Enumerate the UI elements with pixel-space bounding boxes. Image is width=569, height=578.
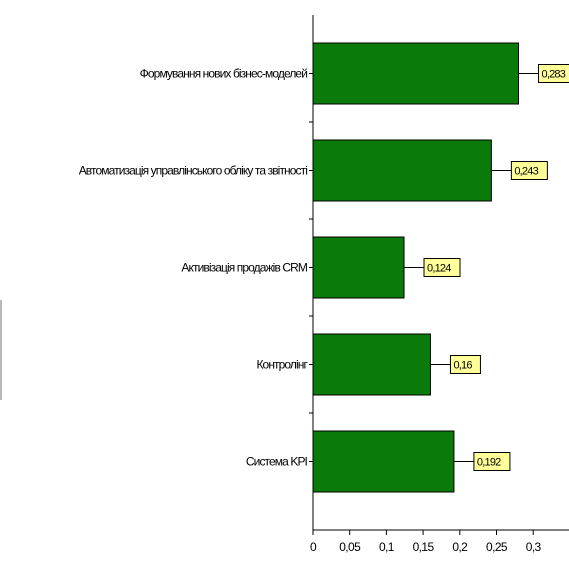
- data-label-box: [449, 355, 481, 374]
- axes: [0, 15, 569, 535]
- x-tick-label: 0,25: [486, 540, 508, 554]
- x-axis-tick-labels: 0 0,05 0,1 0,15 0,2 0,25 0,3: [310, 540, 542, 554]
- x-tick-label: 0: [310, 540, 317, 554]
- data-label-box: [473, 452, 511, 471]
- y-axis-label: Контролінг: [256, 358, 308, 372]
- data-label: 0,243: [514, 166, 538, 178]
- data-label: 0,16: [453, 360, 472, 372]
- data-labels: 0,283 0,243 0,124 0,16 0,192: [423, 64, 569, 471]
- y-axis-label: Система KPI: [246, 455, 308, 469]
- y-axis-labels: Формування нових бізнес-моделей Автоматиз…: [79, 67, 310, 469]
- bar-5: [312, 430, 455, 493]
- data-label: 0,192: [477, 457, 501, 469]
- x-tick-label: 0,2: [452, 540, 468, 554]
- y-axis-label: Формування нових бізнес-моделей: [140, 67, 308, 81]
- x-tick-label: 0,15: [413, 540, 435, 554]
- bar-4: [312, 333, 431, 396]
- x-tick-label: 0,05: [339, 540, 361, 554]
- x-tick-label: 0,1: [379, 540, 395, 554]
- data-label-connectors: [404, 73, 539, 462]
- bars-group: [312, 42, 520, 493]
- data-label: 0,124: [427, 263, 451, 275]
- data-label-box: [510, 161, 548, 180]
- bar-2: [312, 139, 492, 202]
- x-tick-label: 0,3: [526, 540, 542, 554]
- bar-3: [312, 236, 405, 299]
- data-label: 0,283: [542, 69, 566, 81]
- y-axis-label: Активізація продажів CRM: [181, 261, 307, 275]
- y-axis-label: Автоматизація управлінського обліку та з…: [79, 164, 308, 178]
- data-label-box: [423, 258, 461, 277]
- bar-1: [312, 42, 520, 105]
- data-label-box: [538, 64, 569, 83]
